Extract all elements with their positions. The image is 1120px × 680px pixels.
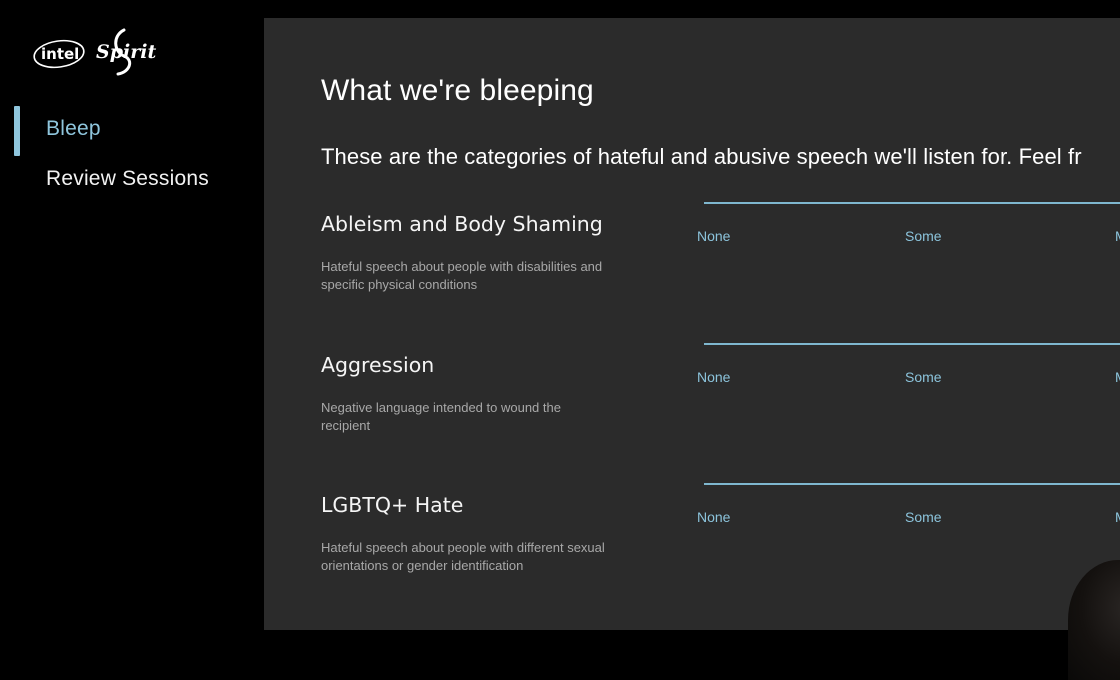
- spirit-logo: Spirit: [96, 28, 156, 76]
- svg-text:intel: intel: [41, 45, 79, 63]
- level-slider-ableism[interactable]: None Some M: [697, 202, 1120, 262]
- level-label-none: None: [697, 228, 731, 244]
- sidebar: intel Spirit Bleep Review Sessions: [0, 0, 264, 630]
- level-slider-lgbtq-hate[interactable]: None Some M: [697, 483, 1120, 543]
- category-description: Hateful speech about people with differe…: [321, 540, 605, 573]
- svg-text:Spirit: Spirit: [96, 41, 156, 63]
- level-label-most: M: [1115, 509, 1120, 525]
- level-label-some: Some: [905, 509, 942, 525]
- level-label-most: M: [1115, 228, 1120, 244]
- nav-item-bleep[interactable]: Bleep: [0, 104, 264, 156]
- main-panel: What we're bleeping These are the catego…: [264, 18, 1120, 630]
- slider-track[interactable]: [704, 483, 1120, 485]
- level-label-some: Some: [905, 369, 942, 385]
- category-description: Hateful speech about people with disabil…: [321, 259, 603, 292]
- level-slider-aggression[interactable]: None Some M: [697, 343, 1120, 403]
- sidebar-nav: Bleep Review Sessions: [0, 104, 264, 204]
- category-name: Ableism and Body Shaming: [321, 212, 603, 236]
- intel-logo: intel: [33, 39, 85, 69]
- category-description: Negative language intended to wound the …: [321, 400, 561, 433]
- nav-item-label: Review Sessions: [46, 167, 209, 190]
- level-label-most: M: [1115, 369, 1120, 385]
- category-name: Aggression: [321, 353, 435, 377]
- page-title: What we're bleeping: [321, 74, 594, 107]
- category-lgbtq-hate: LGBTQ+ Hate Hateful speech about people …: [321, 483, 1120, 613]
- logo-group: intel Spirit: [30, 24, 170, 80]
- category-aggression: Aggression Negative language intended to…: [321, 343, 1120, 473]
- level-label-none: None: [697, 509, 731, 525]
- category-ableism: Ableism and Body Shaming Hateful speech …: [321, 202, 1120, 332]
- nav-item-review-sessions[interactable]: Review Sessions: [0, 154, 264, 204]
- slider-track[interactable]: [704, 343, 1120, 345]
- nav-item-label: Bleep: [46, 117, 101, 140]
- level-label-some: Some: [905, 228, 942, 244]
- level-label-none: None: [697, 369, 731, 385]
- slider-track[interactable]: [704, 202, 1120, 204]
- category-name: LGBTQ+ Hate: [321, 493, 464, 517]
- page-intro: These are the categories of hateful and …: [321, 144, 1082, 169]
